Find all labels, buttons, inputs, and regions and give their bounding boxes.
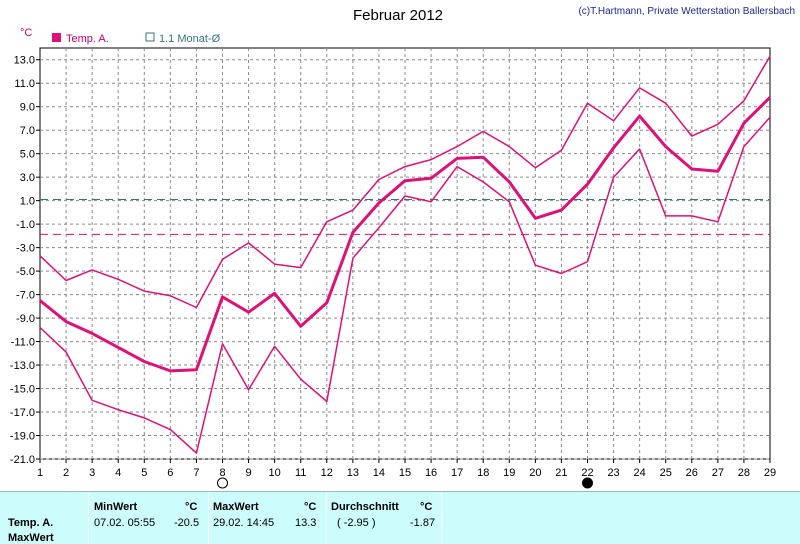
legend-label-temp: Temp. A. xyxy=(66,33,109,45)
legend-swatch-temp xyxy=(52,33,61,42)
x-tick-label: 27 xyxy=(712,467,724,479)
x-tick-label: 1 xyxy=(37,467,43,479)
min-header: MinWert xyxy=(94,501,138,513)
avg-note: ( -2.95 ) xyxy=(337,517,376,529)
avg-value: -1.87 xyxy=(410,517,436,529)
y-tick-label: 13.0 xyxy=(14,55,35,67)
x-tick-label: 2 xyxy=(63,467,69,479)
copyright-text: (c)T.Hartmann, Private Wetterstation Bal… xyxy=(578,6,795,17)
y-tick-label: -21.0 xyxy=(10,454,35,466)
y-tick-label: 3.0 xyxy=(20,172,35,184)
y-tick-label: -17.0 xyxy=(10,407,35,419)
legend-swatch-month-avg xyxy=(145,32,155,42)
series-line-mean xyxy=(39,96,772,373)
y-tick-label: -1.0 xyxy=(16,219,35,231)
x-tick-label: 21 xyxy=(555,467,567,479)
y-tick-label: 11.0 xyxy=(14,78,35,90)
x-tick-label: 28 xyxy=(738,467,750,479)
stats-divider xyxy=(88,492,89,544)
x-tick-label: 9 xyxy=(246,467,252,479)
min-time: 07.02. 05:55 xyxy=(94,517,156,529)
stats-divider xyxy=(441,492,442,544)
chart-title: Februar 2012 xyxy=(353,7,443,24)
x-tick-label: 15 xyxy=(399,467,411,479)
y-tick-label: -3.0 xyxy=(16,243,35,255)
x-tick-label: 11 xyxy=(295,467,306,479)
max-header: MaxWert xyxy=(213,501,259,513)
y-tick-label: -9.0 xyxy=(16,313,35,325)
stats-divider xyxy=(326,492,327,544)
max-unit: °C xyxy=(304,501,317,513)
max-value: 13.3 xyxy=(295,517,317,529)
moon-phase-markers xyxy=(217,477,593,489)
y-axis-ticks: 13.0 11.0 9.0 7.0 5.0 3.0 1.0 -1.0 -3.0 -5.0 -7.0 -… xyxy=(10,55,40,466)
x-tick-label: 6 xyxy=(167,467,173,479)
x-tick-label: 19 xyxy=(503,467,515,479)
y-tick-label: -15.0 xyxy=(10,384,35,396)
y-tick-label: 5.0 xyxy=(20,149,35,161)
x-tick-label: 14 xyxy=(373,467,385,479)
x-tick-label: 7 xyxy=(193,467,199,479)
first-quarter-moon-icon xyxy=(217,477,228,489)
legend-label-month-avg: 1.1 Monat-Ø xyxy=(159,33,221,45)
min-unit: °C xyxy=(185,501,198,513)
x-tick-label: 8 xyxy=(219,467,225,479)
x-tick-label: 22 xyxy=(581,467,593,479)
stats-row-label: Temp. A. xyxy=(8,517,54,529)
y-tick-label: 1.0 xyxy=(20,196,35,208)
y-tick-label: -5.0 xyxy=(16,266,35,278)
series-line-min xyxy=(39,116,771,454)
x-tick-label: 4 xyxy=(115,467,121,479)
y-tick-label: -7.0 xyxy=(16,290,35,302)
statistics-panel: Temp. A. MaxWert MinWert °C 07.02. 05:55… xyxy=(0,491,800,544)
x-tick-label: 12 xyxy=(321,467,333,479)
x-tick-label: 24 xyxy=(634,467,646,479)
x-tick-label: 25 xyxy=(660,467,672,479)
max-time: 29.02. 14:45 xyxy=(213,517,275,529)
legend: Temp. A. 1.1 Monat-Ø xyxy=(52,32,221,45)
avg-header: Durchschnitt xyxy=(331,501,399,513)
x-tick-label: 26 xyxy=(686,467,698,479)
x-tick-label: 16 xyxy=(425,467,437,479)
avg-unit: °C xyxy=(420,501,433,513)
stats-row-label-2: MaxWert xyxy=(8,532,54,544)
new-moon-icon xyxy=(582,477,593,489)
x-tick-label: 5 xyxy=(141,467,147,479)
temperature-chart: Februar 2012 (c)T.Hartmann, Private Wett… xyxy=(10,6,795,489)
y-tick-label: -11.0 xyxy=(11,337,35,349)
x-tick-label: 10 xyxy=(269,467,281,479)
y-tick-label: 7.0 xyxy=(20,125,35,137)
y-tick-label: 9.0 xyxy=(20,102,35,114)
x-tick-label: 3 xyxy=(89,467,95,479)
y-unit-label: °C xyxy=(20,27,32,39)
x-tick-label: 17 xyxy=(451,467,463,479)
x-tick-label: 20 xyxy=(529,467,541,479)
x-tick-label: 13 xyxy=(347,467,359,479)
x-tick-label: 23 xyxy=(607,467,619,479)
y-tick-label: -13.0 xyxy=(10,360,35,372)
y-tick-label: -19.0 xyxy=(10,431,35,443)
x-tick-label: 29 xyxy=(764,467,776,479)
data-series xyxy=(39,55,772,454)
x-axis-ticks: 1 2 3 4 5 6 7 8 9 10 11 12 13 14 15 16 17 18 19 20 21 22 23 24 2… xyxy=(37,459,776,479)
min-value: -20.5 xyxy=(174,517,200,529)
reference-lines xyxy=(40,198,770,235)
stats-divider xyxy=(208,492,209,544)
x-tick-label: 18 xyxy=(477,467,489,479)
series-line-max xyxy=(39,55,771,309)
